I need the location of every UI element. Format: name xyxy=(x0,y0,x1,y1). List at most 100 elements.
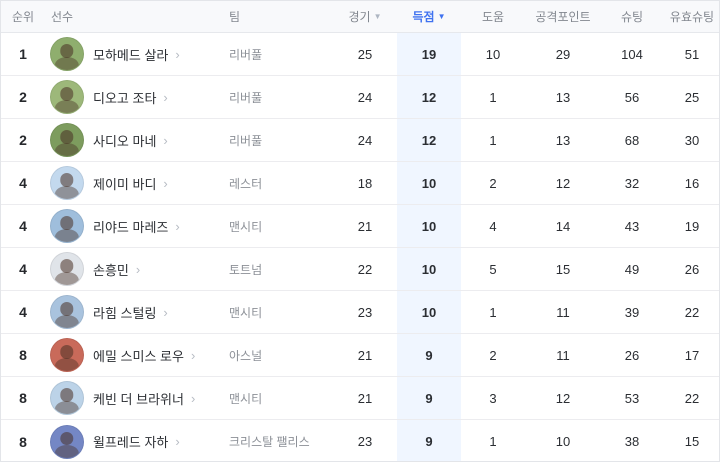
player-cell[interactable]: 손흥민 › xyxy=(45,248,223,290)
assists-cell: 1 xyxy=(489,304,497,320)
attack-points-cell: 14 xyxy=(555,218,571,234)
player-cell[interactable]: 리야드 마레즈 › xyxy=(45,205,223,247)
column-label: 도움 xyxy=(481,10,505,24)
shots-on-target-cell: 51 xyxy=(684,46,700,62)
shots-on-target-cell: 22 xyxy=(684,304,700,320)
team-cell: 리버풀 xyxy=(229,133,263,148)
attack-points-cell: 12 xyxy=(555,390,571,406)
player-name[interactable]: 에밀 스미스 로우 xyxy=(93,348,184,364)
goals-cell: 10 xyxy=(397,162,461,204)
goals-cell: 9 xyxy=(397,377,461,419)
matches-cell: 22 xyxy=(357,261,373,277)
player-name[interactable]: 리야드 마레즈 xyxy=(93,219,169,235)
matches-cell: 18 xyxy=(357,175,373,191)
player-avatar xyxy=(50,80,84,114)
player-row: 8 케빈 더 브라위너 › 맨시티 21 9 3 12 53 22 xyxy=(1,377,719,420)
column-header-assists[interactable]: 도움 xyxy=(461,8,525,25)
column-header-shots[interactable]: 슈팅 xyxy=(601,8,663,25)
player-name[interactable]: 케빈 더 브라위너 xyxy=(93,391,184,407)
rank-cell: 2 xyxy=(19,132,27,148)
shots-cell: 26 xyxy=(624,347,640,363)
shots-cell: 43 xyxy=(624,218,640,234)
shots-cell: 49 xyxy=(624,261,640,277)
shots-cell: 32 xyxy=(624,175,640,191)
team-cell: 맨시티 xyxy=(229,219,263,234)
matches-cell: 25 xyxy=(357,46,373,62)
player-avatar xyxy=(50,166,84,200)
column-header-matches[interactable]: 경기 ▼ xyxy=(333,8,397,25)
rank-cell: 4 xyxy=(19,261,27,277)
player-cell[interactable]: 디오고 조타 › xyxy=(45,76,223,118)
column-label: 순위 xyxy=(11,10,35,24)
player-avatar xyxy=(50,295,84,329)
player-cell[interactable]: 라힘 스털링 › xyxy=(45,291,223,333)
shots-on-target-cell: 19 xyxy=(684,218,700,234)
shots-on-target-cell: 26 xyxy=(684,261,700,277)
player-name[interactable]: 디오고 조타 xyxy=(93,90,157,106)
matches-cell: 23 xyxy=(357,304,373,320)
chevron-right-icon: › xyxy=(163,304,168,320)
player-name[interactable]: 윌프레드 자하 xyxy=(93,435,169,450)
chevron-right-icon: › xyxy=(163,89,168,105)
matches-cell: 21 xyxy=(357,218,373,234)
player-name[interactable]: 손흥민 xyxy=(93,262,129,278)
assists-cell: 1 xyxy=(489,89,497,105)
assists-cell: 2 xyxy=(489,347,497,363)
goals-cell: 10 xyxy=(397,291,461,333)
assists-cell: 3 xyxy=(489,390,497,406)
player-avatar xyxy=(50,123,84,157)
player-cell[interactable]: 에밀 스미스 로우 › xyxy=(45,334,223,376)
player-row: 2 디오고 조타 › 리버풀 24 12 1 13 56 25 xyxy=(1,76,719,119)
column-label: 득점 xyxy=(412,10,435,24)
matches-cell: 24 xyxy=(357,89,373,105)
column-label: 슈팅 xyxy=(620,10,644,24)
chevron-right-icon: › xyxy=(190,390,196,406)
matches-cell: 21 xyxy=(357,347,373,363)
team-cell: 토트넘 xyxy=(229,262,263,277)
shots-on-target-cell: 22 xyxy=(684,390,700,406)
shots-cell: 39 xyxy=(624,304,640,320)
rank-cell: 2 xyxy=(19,89,27,105)
shots-on-target-cell: 25 xyxy=(684,89,700,105)
column-header-team: 팀 xyxy=(223,8,333,25)
shots-on-target-cell: 17 xyxy=(684,347,700,363)
player-cell[interactable]: 케빈 더 브라위너 › xyxy=(45,377,223,419)
player-name[interactable]: 사디오 마네 xyxy=(93,133,157,149)
sort-desc-icon[interactable]: ▼ xyxy=(437,11,446,21)
shots-cell: 104 xyxy=(621,46,643,62)
player-cell[interactable]: 윌프레드 자하 › xyxy=(45,420,223,461)
column-header-attack-points[interactable]: 공격포인트 xyxy=(525,8,601,25)
column-header-player: 선수 xyxy=(45,8,223,25)
attack-points-cell: 29 xyxy=(555,46,571,62)
chevron-right-icon: › xyxy=(175,218,180,234)
assists-cell: 1 xyxy=(489,434,497,449)
chevron-right-icon: › xyxy=(175,434,180,449)
player-avatar xyxy=(50,37,84,71)
player-name[interactable]: 라힘 스털링 xyxy=(93,305,157,321)
player-cell[interactable]: 모하메드 살라 › xyxy=(45,33,223,75)
team-cell: 리버풀 xyxy=(229,47,263,62)
player-name[interactable]: 모하메드 살라 xyxy=(93,47,169,63)
team-cell: 레스터 xyxy=(229,176,263,191)
player-cell[interactable]: 제이미 바디 › xyxy=(45,162,223,204)
column-header-goals[interactable]: 득점 ▼ xyxy=(397,8,461,25)
assists-cell: 1 xyxy=(489,132,497,148)
shots-cell: 68 xyxy=(624,132,640,148)
sort-desc-icon[interactable]: ▼ xyxy=(373,11,382,21)
rank-cell: 8 xyxy=(19,433,27,450)
player-name[interactable]: 제이미 바디 xyxy=(93,176,157,192)
attack-points-cell: 11 xyxy=(556,347,570,363)
column-label: 선수 xyxy=(51,10,74,24)
team-cell: 맨시티 xyxy=(229,391,263,406)
player-cell[interactable]: 사디오 마네 › xyxy=(45,119,223,161)
chevron-right-icon: › xyxy=(135,261,141,277)
matches-cell: 21 xyxy=(357,390,373,406)
rank-cell: 4 xyxy=(19,218,27,234)
goals-cell: 12 xyxy=(397,76,461,118)
player-avatar xyxy=(50,381,84,415)
goals-cell: 10 xyxy=(397,248,461,290)
column-header-rank: 순위 xyxy=(1,8,45,25)
attack-points-cell: 13 xyxy=(555,132,571,148)
goals-cell: 12 xyxy=(397,119,461,161)
column-header-shots-on-target[interactable]: 유효슈팅 xyxy=(663,8,719,25)
